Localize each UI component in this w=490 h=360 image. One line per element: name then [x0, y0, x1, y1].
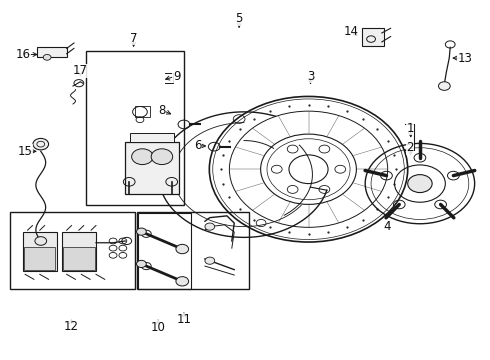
- Circle shape: [132, 149, 153, 165]
- Circle shape: [137, 260, 147, 267]
- Text: 6: 6: [194, 139, 201, 152]
- Circle shape: [137, 228, 147, 235]
- Text: 9: 9: [173, 69, 180, 82]
- Text: 7: 7: [130, 32, 137, 45]
- Text: 10: 10: [150, 320, 166, 333]
- Text: 13: 13: [458, 51, 472, 64]
- Bar: [62, 232, 96, 271]
- Bar: [130, 134, 174, 142]
- Bar: [23, 232, 57, 271]
- Circle shape: [439, 82, 450, 90]
- Circle shape: [205, 257, 215, 264]
- Text: 5: 5: [236, 12, 243, 25]
- Bar: [63, 247, 95, 270]
- Circle shape: [33, 138, 49, 150]
- Text: 1: 1: [406, 122, 414, 135]
- Text: 14: 14: [344, 25, 359, 38]
- Circle shape: [176, 244, 189, 254]
- Text: 4: 4: [383, 220, 391, 233]
- Bar: [125, 142, 179, 194]
- Text: 16: 16: [15, 48, 30, 61]
- Bar: [24, 247, 55, 270]
- Bar: [138, 213, 191, 289]
- Text: 2: 2: [406, 141, 414, 154]
- Text: 8: 8: [158, 104, 166, 117]
- Text: 3: 3: [307, 69, 314, 82]
- Bar: [137, 212, 249, 289]
- Text: 17: 17: [73, 64, 88, 77]
- Bar: [37, 46, 67, 57]
- Bar: [362, 28, 384, 45]
- Circle shape: [151, 149, 172, 165]
- Bar: [86, 51, 184, 205]
- Bar: [135, 107, 150, 117]
- Circle shape: [205, 223, 215, 230]
- Text: 15: 15: [18, 145, 32, 158]
- Circle shape: [408, 175, 432, 193]
- Circle shape: [43, 54, 51, 60]
- Circle shape: [176, 276, 189, 286]
- Text: 12: 12: [64, 320, 79, 333]
- Text: 11: 11: [176, 313, 192, 327]
- Bar: [10, 212, 135, 289]
- Circle shape: [35, 237, 47, 245]
